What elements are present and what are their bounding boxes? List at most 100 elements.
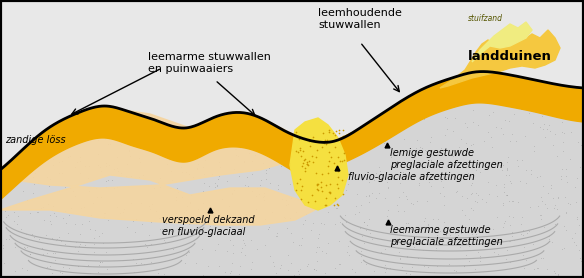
Point	[417, 165, 426, 170]
Point	[474, 250, 483, 255]
Point	[317, 249, 326, 253]
Point	[224, 118, 233, 122]
Point	[28, 175, 37, 179]
Point	[483, 161, 492, 166]
Point	[135, 160, 145, 164]
Point	[384, 208, 393, 213]
Point	[17, 266, 26, 270]
Point	[214, 135, 224, 140]
Point	[171, 197, 180, 202]
Point	[77, 222, 86, 226]
Point	[19, 245, 29, 250]
Point	[505, 213, 514, 218]
Point	[371, 242, 381, 246]
Point	[446, 232, 455, 237]
Point	[577, 149, 584, 153]
Point	[54, 188, 64, 193]
Point	[252, 247, 262, 252]
Point	[445, 229, 454, 234]
Point	[298, 222, 308, 227]
Point	[285, 182, 294, 186]
Point	[302, 180, 311, 184]
Point	[578, 137, 584, 141]
Point	[561, 211, 571, 215]
Point	[276, 262, 286, 267]
Point	[299, 175, 308, 179]
Polygon shape	[0, 108, 315, 225]
Point	[471, 228, 481, 232]
Point	[401, 110, 411, 114]
Point	[162, 221, 171, 225]
Point	[234, 173, 244, 178]
Point	[50, 211, 59, 215]
Point	[366, 125, 376, 130]
Point	[507, 132, 517, 136]
Point	[313, 235, 322, 240]
Point	[66, 186, 75, 190]
Point	[166, 169, 175, 173]
Point	[58, 265, 67, 269]
Point	[499, 189, 509, 194]
Point	[457, 148, 466, 153]
Point	[487, 75, 496, 80]
Point	[45, 177, 54, 182]
Point	[509, 199, 518, 203]
Point	[117, 143, 126, 147]
Point	[333, 148, 342, 152]
Point	[261, 142, 270, 147]
Point	[159, 272, 169, 276]
Point	[544, 234, 554, 239]
Point	[263, 226, 273, 231]
Point	[102, 267, 112, 271]
Point	[45, 264, 54, 268]
Point	[518, 233, 527, 238]
Point	[486, 226, 495, 231]
Point	[533, 204, 543, 208]
Point	[146, 242, 155, 246]
Point	[309, 266, 318, 271]
Point	[35, 138, 44, 143]
Point	[99, 211, 108, 215]
Point	[366, 231, 375, 236]
Point	[210, 181, 220, 185]
Point	[241, 243, 250, 247]
Point	[357, 254, 366, 258]
Point	[493, 252, 502, 256]
Point	[52, 149, 61, 154]
Point	[476, 259, 485, 263]
Point	[573, 140, 583, 145]
Point	[272, 148, 281, 153]
Point	[193, 162, 203, 166]
Point	[243, 175, 252, 179]
Point	[380, 262, 390, 267]
Point	[18, 189, 27, 193]
Point	[513, 200, 523, 204]
Point	[22, 198, 32, 202]
Point	[185, 147, 194, 151]
Point	[93, 111, 102, 116]
Point	[201, 219, 211, 224]
Point	[467, 232, 477, 237]
Point	[238, 238, 248, 243]
Point	[206, 143, 215, 148]
Point	[91, 227, 100, 232]
Point	[506, 239, 515, 243]
Point	[425, 237, 434, 241]
Point	[94, 234, 103, 239]
Point	[11, 269, 20, 274]
Point	[516, 82, 525, 86]
Point	[137, 201, 146, 205]
Point	[215, 127, 224, 131]
Point	[91, 275, 100, 278]
Point	[192, 157, 201, 162]
Point	[440, 193, 449, 198]
Point	[5, 229, 15, 234]
Point	[546, 186, 555, 190]
Point	[252, 194, 261, 198]
Point	[0, 261, 8, 265]
Point	[101, 250, 110, 255]
Point	[228, 251, 237, 255]
Point	[503, 166, 512, 171]
Point	[547, 87, 556, 92]
Point	[562, 105, 571, 109]
